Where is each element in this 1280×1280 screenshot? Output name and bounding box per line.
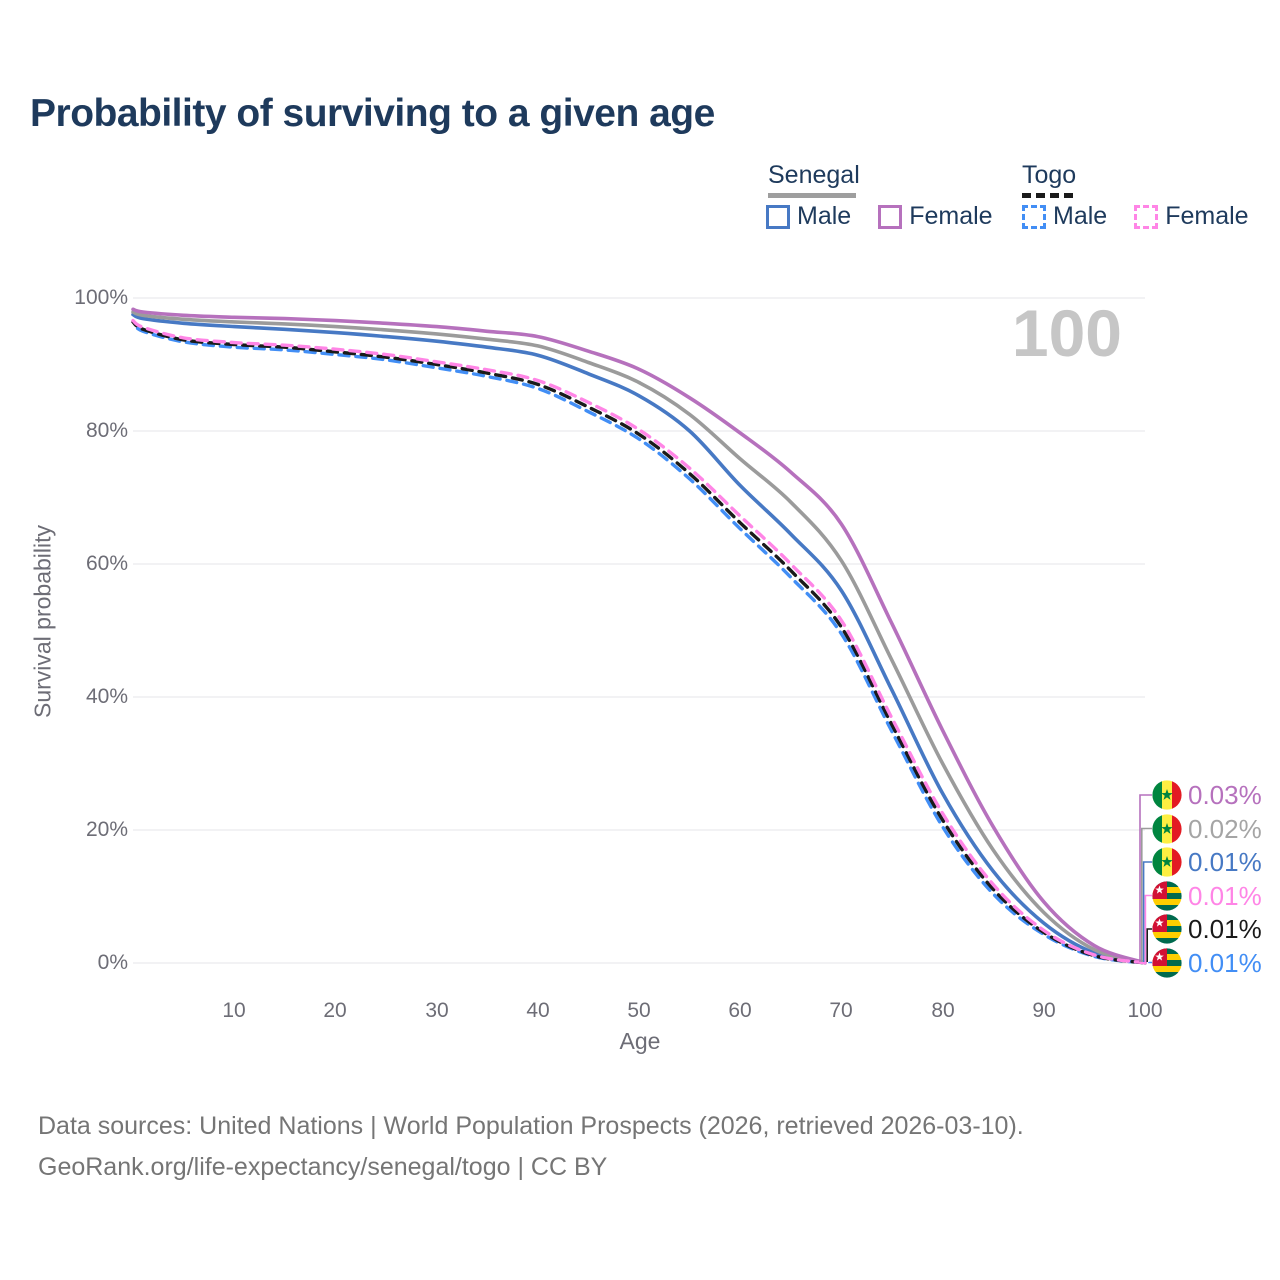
- legend-swatch-togo-male[interactable]: [1022, 204, 1046, 229]
- togo-flag-icon: [1152, 914, 1182, 944]
- end-annotation-senegal-male: 0.01%: [1152, 845, 1262, 879]
- legend-togo-underline: [1022, 192, 1076, 198]
- togo-flag: [1152, 914, 1182, 944]
- footer-link[interactable]: GeoRank.org/life-expectancy/senegal/togo…: [38, 1152, 608, 1181]
- x-tick-label-30: 30: [425, 999, 449, 1022]
- series-line-togo-male[interactable]: [131, 321, 1147, 965]
- end-annotation-senegal-female: 0.03%: [1152, 778, 1262, 812]
- legend-swatch-senegal-female[interactable]: [878, 204, 903, 229]
- end-connector-togo-female: [1144, 894, 1152, 962]
- legend-group-togo-label: Togo: [1022, 161, 1077, 189]
- senegal-flag: [1152, 814, 1182, 844]
- y-tick-label-100: 100%: [74, 286, 128, 309]
- togo-flag: [1152, 881, 1182, 911]
- end-annotation-senegal: 0.02%: [1152, 812, 1262, 846]
- end-annotation-togo: 0.01%: [1152, 912, 1262, 946]
- senegal-flag-icon: [1152, 814, 1182, 844]
- end-connector-senegal-male: [1142, 861, 1152, 962]
- end-annotation-togo-female: 0.01%: [1152, 879, 1262, 913]
- footer: Data sources: United Nations | World Pop…: [38, 1106, 1024, 1187]
- end-value-label: 0.03%: [1188, 779, 1262, 810]
- y-tick-label-0: 0%: [97, 951, 128, 974]
- legend-group-senegal-label: Senegal: [768, 161, 860, 189]
- footer-sources: Data sources: United Nations | World Pop…: [38, 1112, 1024, 1140]
- x-tick-label-20: 20: [323, 999, 347, 1022]
- x-tick-label-70: 70: [829, 999, 853, 1022]
- end-connector-senegal-female: [1139, 794, 1152, 962]
- y-tick-label-60: 60%: [85, 552, 128, 575]
- y-axis-label: Survival probability: [29, 524, 56, 719]
- series-line-senegal[interactable]: [131, 310, 1147, 965]
- togo-flag: [1152, 948, 1182, 978]
- legend-swatch-togo-female[interactable]: [1134, 204, 1159, 229]
- end-value-label: 0.01%: [1188, 880, 1262, 911]
- legend-label-senegal-female[interactable]: Female: [909, 202, 993, 230]
- x-tick-label-100: 100: [1127, 999, 1163, 1022]
- senegal-flag-icon: [1152, 780, 1182, 810]
- end-value-label: 0.02%: [1188, 813, 1262, 844]
- x-tick-label-10: 10: [222, 999, 246, 1022]
- togo-flag-icon: [1152, 881, 1182, 911]
- end-annotation-togo-male: 0.01%: [1152, 946, 1262, 980]
- x-axis-label: Age: [619, 1028, 661, 1054]
- senegal-flag: [1152, 780, 1182, 810]
- series-line-senegal-female[interactable]: [131, 307, 1147, 965]
- end-value-label: 0.01%: [1188, 913, 1262, 944]
- senegal-flag-icon: [1152, 847, 1182, 877]
- page-title: Probability of surviving to a given age: [30, 92, 715, 135]
- legend-items-togo: Male Female: [1022, 202, 1269, 231]
- end-connector-togo: [1146, 928, 1152, 962]
- y-tick-label-40: 40%: [85, 685, 128, 708]
- senegal-flag: [1152, 847, 1182, 877]
- x-tick-label-60: 60: [728, 999, 752, 1022]
- legend-items-senegal: Male Female: [766, 202, 1013, 231]
- legend-label-togo-female[interactable]: Female: [1165, 202, 1249, 230]
- legend-group-senegal: Senegal: [768, 161, 860, 198]
- legend-label-senegal-male[interactable]: Male: [797, 202, 852, 230]
- series-line-togo[interactable]: [131, 320, 1147, 965]
- x-tick-label-50: 50: [627, 999, 651, 1022]
- legend-swatch-senegal-male[interactable]: [766, 204, 790, 229]
- frame-age-label: 100: [1011, 296, 1122, 370]
- legend-label-togo-male[interactable]: Male: [1053, 202, 1108, 230]
- togo-flag-icon: [1152, 948, 1182, 978]
- series-line-senegal-male[interactable]: [131, 312, 1147, 965]
- end-value-label: 0.01%: [1188, 947, 1262, 978]
- end-value-label: 0.01%: [1188, 846, 1262, 877]
- legend-senegal-underline: [768, 192, 856, 198]
- series-line-togo-female[interactable]: [131, 318, 1147, 965]
- x-tick-label-90: 90: [1032, 999, 1056, 1022]
- x-tick-label-80: 80: [931, 999, 955, 1022]
- end-connector-togo-male: [1148, 961, 1152, 964]
- x-tick-label-40: 40: [526, 999, 550, 1022]
- y-tick-label-80: 80%: [85, 419, 128, 442]
- legend-group-togo: Togo: [1022, 161, 1077, 198]
- end-connector-senegal: [1141, 827, 1152, 962]
- y-tick-label-20: 20%: [85, 818, 128, 841]
